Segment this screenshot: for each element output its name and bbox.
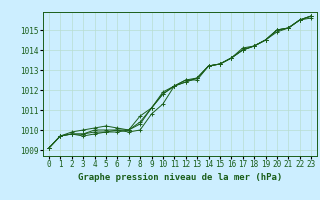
X-axis label: Graphe pression niveau de la mer (hPa): Graphe pression niveau de la mer (hPa) — [78, 173, 282, 182]
